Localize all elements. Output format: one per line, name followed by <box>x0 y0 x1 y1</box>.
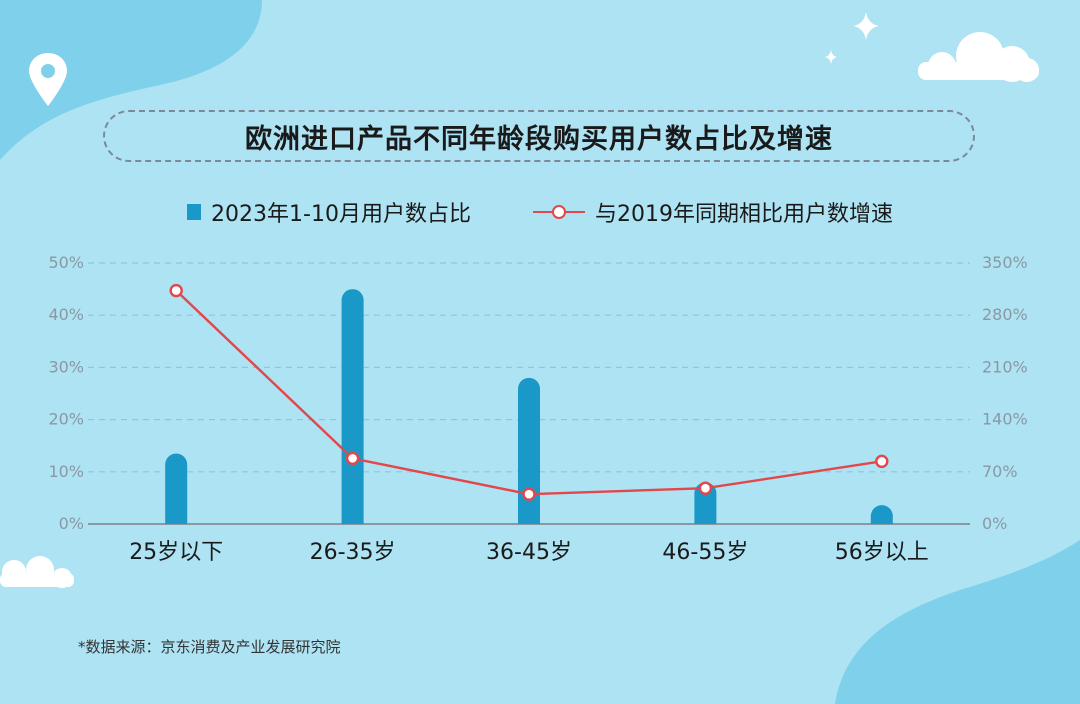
left-tick-label: 40% <box>48 305 84 324</box>
title-box: 欧洲进口产品不同年龄段购买用户数占比及增速 <box>103 110 975 162</box>
left-tick-label: 20% <box>48 410 84 429</box>
left-tick-label: 30% <box>48 357 84 376</box>
legend-item-line: 与2019年同期相比用户数增速 <box>532 196 893 228</box>
legend-line-swatch <box>532 204 585 220</box>
bar <box>341 289 364 524</box>
line-point <box>345 451 360 466</box>
bar <box>694 482 717 524</box>
line-point <box>875 454 889 469</box>
right-tick-label: 350% <box>982 253 1028 272</box>
legend-bar-label: 2023年1-10月用户数占比 <box>211 202 471 227</box>
category-label: 26-35岁 <box>310 540 396 565</box>
bar <box>165 453 188 524</box>
line-series <box>169 283 889 501</box>
cloud-icon <box>918 32 1039 82</box>
left-tick-label: 0% <box>59 514 84 533</box>
location-pin-icon <box>29 53 67 106</box>
bar-series <box>165 289 893 524</box>
line-point <box>169 283 183 298</box>
legend-line-label: 与2019年同期相比用户数增速 <box>594 202 893 227</box>
legend: 2023年1-10月用户数占比 与2019年同期相比用户数增速 <box>0 196 1080 228</box>
right-tick-label: 70% <box>982 462 1018 481</box>
sparkle-icon <box>825 50 837 64</box>
category-label: 25岁以下 <box>129 540 223 565</box>
legend-bar-swatch <box>187 204 202 220</box>
right-tick-label: 0% <box>982 514 1007 533</box>
legend-item-bar: 2023年1-10月用户数占比 <box>187 196 471 228</box>
bar <box>518 377 540 524</box>
right-tick-label: 140% <box>982 410 1028 429</box>
category-label: 36-45岁 <box>486 540 572 565</box>
right-axis: 0% 70% 140% 210% 280% 350% <box>982 253 1028 533</box>
left-tick-label: 50% <box>48 253 84 272</box>
left-tick-label: 10% <box>48 462 84 481</box>
line-point <box>522 487 536 501</box>
top-left-blob <box>0 0 262 160</box>
right-tick-label: 210% <box>982 357 1028 376</box>
x-axis: 25岁以下 26-35岁 36-45岁 46-55岁 56岁以上 <box>129 540 929 565</box>
category-label: 46-55岁 <box>662 540 748 565</box>
cloud-icon <box>0 556 74 588</box>
source-note: *数据来源：京东消费及产业发展研究院 <box>78 638 341 656</box>
sparkle-icon <box>853 12 879 40</box>
right-tick-label: 280% <box>982 305 1028 324</box>
bottom-right-blob <box>835 540 1080 704</box>
left-axis: 0% 10% 20% 30% 40% 50% <box>48 253 84 533</box>
category-label: 56岁以上 <box>835 540 929 565</box>
bar <box>870 505 893 524</box>
line-point <box>698 481 713 495</box>
chart-title: 欧洲进口产品不同年龄段购买用户数占比及增速 <box>245 123 833 155</box>
